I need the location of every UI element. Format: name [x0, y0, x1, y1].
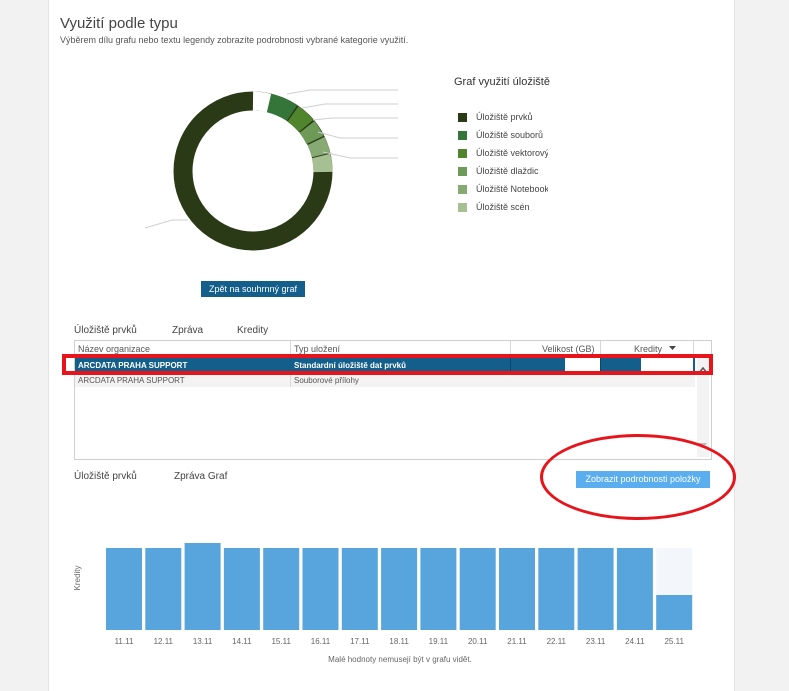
x-tick-label: 21.11: [507, 637, 527, 646]
bar-25.11[interactable]: [656, 595, 693, 630]
redacted-size-cell: [565, 358, 600, 373]
legend-swatch: [458, 202, 467, 212]
bar-17.11[interactable]: [341, 548, 378, 630]
donut-slice-scene-storage[interactable]: [311, 153, 333, 173]
back-to-summary-button[interactable]: Zpět na souhrnný graf: [201, 281, 305, 297]
legend-item[interactable]: Úložiště dlaždic: [458, 162, 548, 180]
bar-14.11[interactable]: [223, 548, 260, 630]
cell-divider: [510, 358, 511, 373]
donut-legend: Úložiště prvků Úložiště souborů Úložiště v…: [458, 108, 548, 216]
column-header-credits[interactable]: Kredity: [634, 344, 663, 354]
y-axis-label: Kredity: [73, 566, 82, 591]
bar-11.11[interactable]: [106, 548, 142, 630]
legend-label: Úložiště Notebooků: [476, 184, 548, 194]
donut-slice-notebook-storage[interactable]: [307, 136, 331, 158]
column-header-org[interactable]: Název organizace: [78, 344, 151, 354]
cell-divider: [600, 358, 601, 373]
donut-slice-vector-storage[interactable]: [287, 106, 314, 133]
tab-report[interactable]: Zpráva: [172, 325, 204, 336]
legend-swatch: [458, 166, 467, 176]
column-divider: [510, 341, 511, 355]
legend-label: Úložiště dlaždic: [476, 166, 539, 176]
column-header-type[interactable]: Typ uložení: [294, 344, 341, 354]
storage-donut-chart[interactable]: [140, 80, 410, 260]
cell-org: ARCDATA PRAHA SUPPORT: [78, 376, 185, 385]
bar-24.11[interactable]: [616, 548, 653, 630]
bar-19.11[interactable]: [420, 548, 457, 630]
highlight-rectangle: [62, 354, 713, 375]
table-row-selected[interactable]: [75, 358, 695, 373]
redacted-credits-cell: [641, 358, 693, 373]
legend-item[interactable]: Úložiště Notebooků: [458, 180, 548, 198]
cell-org: ARCDATA PRAHA SUPPORT: [78, 361, 188, 370]
credits-bar-chart: Kredity 11.11 12.11 13.11 14.11 15.11 16.11 17.…: [73, 543, 693, 646]
legend-label: Úložiště scén: [476, 202, 530, 212]
x-tick-label: 18.11: [389, 637, 409, 646]
page-subtitle: Výběrem dílu grafu nebo textu legendy zo…: [60, 35, 409, 45]
legend-swatch: [458, 130, 467, 140]
chart-tab-report-graph[interactable]: Zpráva Graf: [174, 471, 228, 482]
donut-leader-lines: [144, 89, 398, 229]
x-tick-label: 24.11: [625, 637, 645, 646]
x-tick-label: 23.11: [586, 637, 606, 646]
page-title: Využití podle typu: [60, 15, 178, 32]
bar-22.11[interactable]: [538, 548, 575, 630]
bar-12.11[interactable]: [145, 548, 182, 630]
x-tick-label: 16.11: [311, 637, 331, 646]
cell-divider: [290, 374, 291, 387]
column-header-size[interactable]: Velikost (GB): [542, 344, 595, 354]
chart-footnote: Malé hodnoty nemusejí být v grafu vidět.: [328, 655, 472, 664]
column-divider: [290, 341, 291, 355]
x-tick-label: 14.11: [232, 637, 252, 646]
x-tick-label: 12.11: [154, 637, 174, 646]
tab-credits[interactable]: Kredity: [237, 325, 269, 336]
bar-15.11[interactable]: [263, 548, 300, 630]
donut-chart-title: Graf využití úložiště: [454, 76, 550, 88]
donut-slice-tile-storage[interactable]: [299, 121, 324, 145]
table-scrollbar[interactable]: [697, 357, 709, 457]
chart-tab-feature-storage[interactable]: Úložiště prvků: [74, 471, 137, 482]
bar-20.11[interactable]: [459, 548, 496, 630]
table-row[interactable]: [75, 374, 695, 387]
x-tick-label: 13.11: [193, 637, 213, 646]
sort-desc-icon[interactable]: [669, 346, 676, 351]
x-tick-label: 19.11: [429, 637, 449, 646]
column-divider: [600, 341, 601, 355]
donut-slice-file-storage[interactable]: [266, 93, 298, 122]
x-tick-label: 20.11: [468, 637, 488, 646]
x-tick-label: 11.11: [115, 637, 134, 646]
x-tick-label: 22.11: [547, 637, 567, 646]
legend-label: Úložiště prvků: [476, 112, 533, 122]
bar-16.11[interactable]: [302, 548, 339, 630]
legend-item[interactable]: Úložiště souborů: [458, 126, 548, 144]
highlight-ellipse: [540, 434, 736, 520]
bar-18.11[interactable]: [381, 548, 418, 630]
legend-swatch: [458, 184, 467, 194]
legend-item[interactable]: Úložiště scén: [458, 198, 548, 216]
x-tick-label: 17.11: [350, 637, 370, 646]
legend-item[interactable]: Úložiště prvků: [458, 108, 548, 126]
legend-label: Úložiště vektorových: [476, 148, 548, 158]
bar-23.11[interactable]: [577, 548, 614, 630]
column-divider: [693, 341, 694, 355]
legend-label: Úložiště souborů: [476, 130, 544, 140]
cell-type: Standardní úložiště dat prvků: [294, 361, 407, 370]
cell-type: Souborové přílohy: [294, 376, 359, 385]
legend-item[interactable]: Úložiště vektorových: [458, 144, 548, 162]
bar-21.11[interactable]: [499, 548, 535, 630]
legend-swatch: [458, 148, 467, 158]
tab-feature-storage[interactable]: Úložiště prvků: [74, 325, 137, 336]
x-tick-label: 15.11: [271, 637, 291, 646]
legend-swatch: [458, 112, 467, 122]
bar-13.11[interactable]: [184, 543, 221, 630]
x-tick-label: 25.11: [664, 637, 684, 646]
